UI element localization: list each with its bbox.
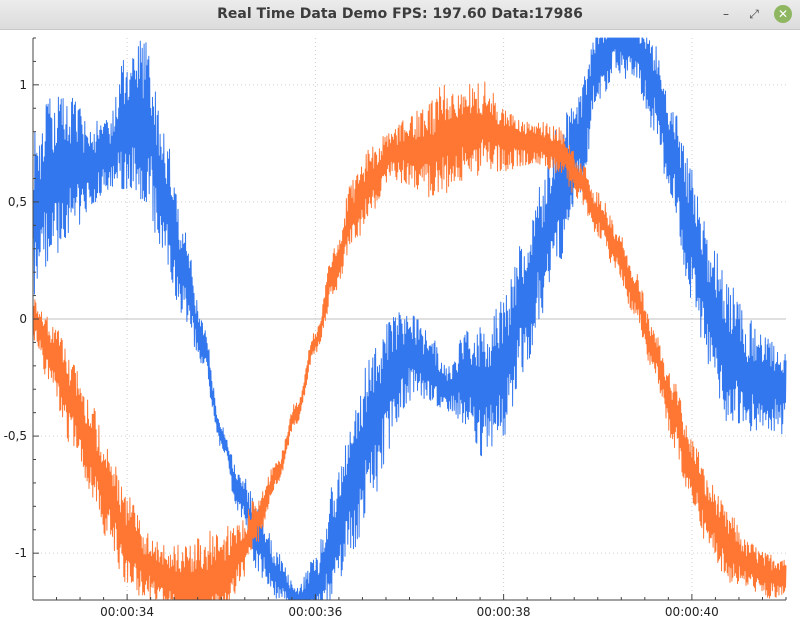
y-tick-label: 0 [19,312,27,326]
series-layer [32,37,787,601]
y-tick-label: 1 [19,78,27,92]
axes: 1 0,5 0 -0,5 -1 00:00:34 00:00:36 00:00:38 00:00… [4,37,787,619]
x-tick-label: 00:00:40 [665,605,719,619]
x-tick-label: 00:00:34 [100,605,154,619]
title-bar[interactable]: Real Time Data Demo FPS: 197.60 Data:179… [0,0,800,30]
y-tick-label: 0,5 [8,195,27,209]
x-tick-label: 00:00:38 [477,605,531,619]
maximize-icon[interactable]: ⤢ [749,7,759,21]
grid [33,38,786,600]
minimize-icon[interactable]: – [723,7,729,21]
window-title: Real Time Data Demo FPS: 197.60 Data:179… [217,6,583,22]
y-tick-label: -0,5 [4,429,27,443]
series-line-2 [32,81,787,601]
close-icon[interactable]: ✕ [774,5,792,23]
realtime-chart[interactable]: 1 0,5 0 -0,5 -1 00:00:34 00:00:36 00:00:38 00:00… [0,30,800,625]
chart-area: 1 0,5 0 -0,5 -1 00:00:34 00:00:36 00:00:38 00:00… [0,30,800,625]
x-tick-label: 00:00:36 [288,605,342,619]
series-line-1 [32,37,787,601]
y-tick-label: -1 [15,546,27,560]
